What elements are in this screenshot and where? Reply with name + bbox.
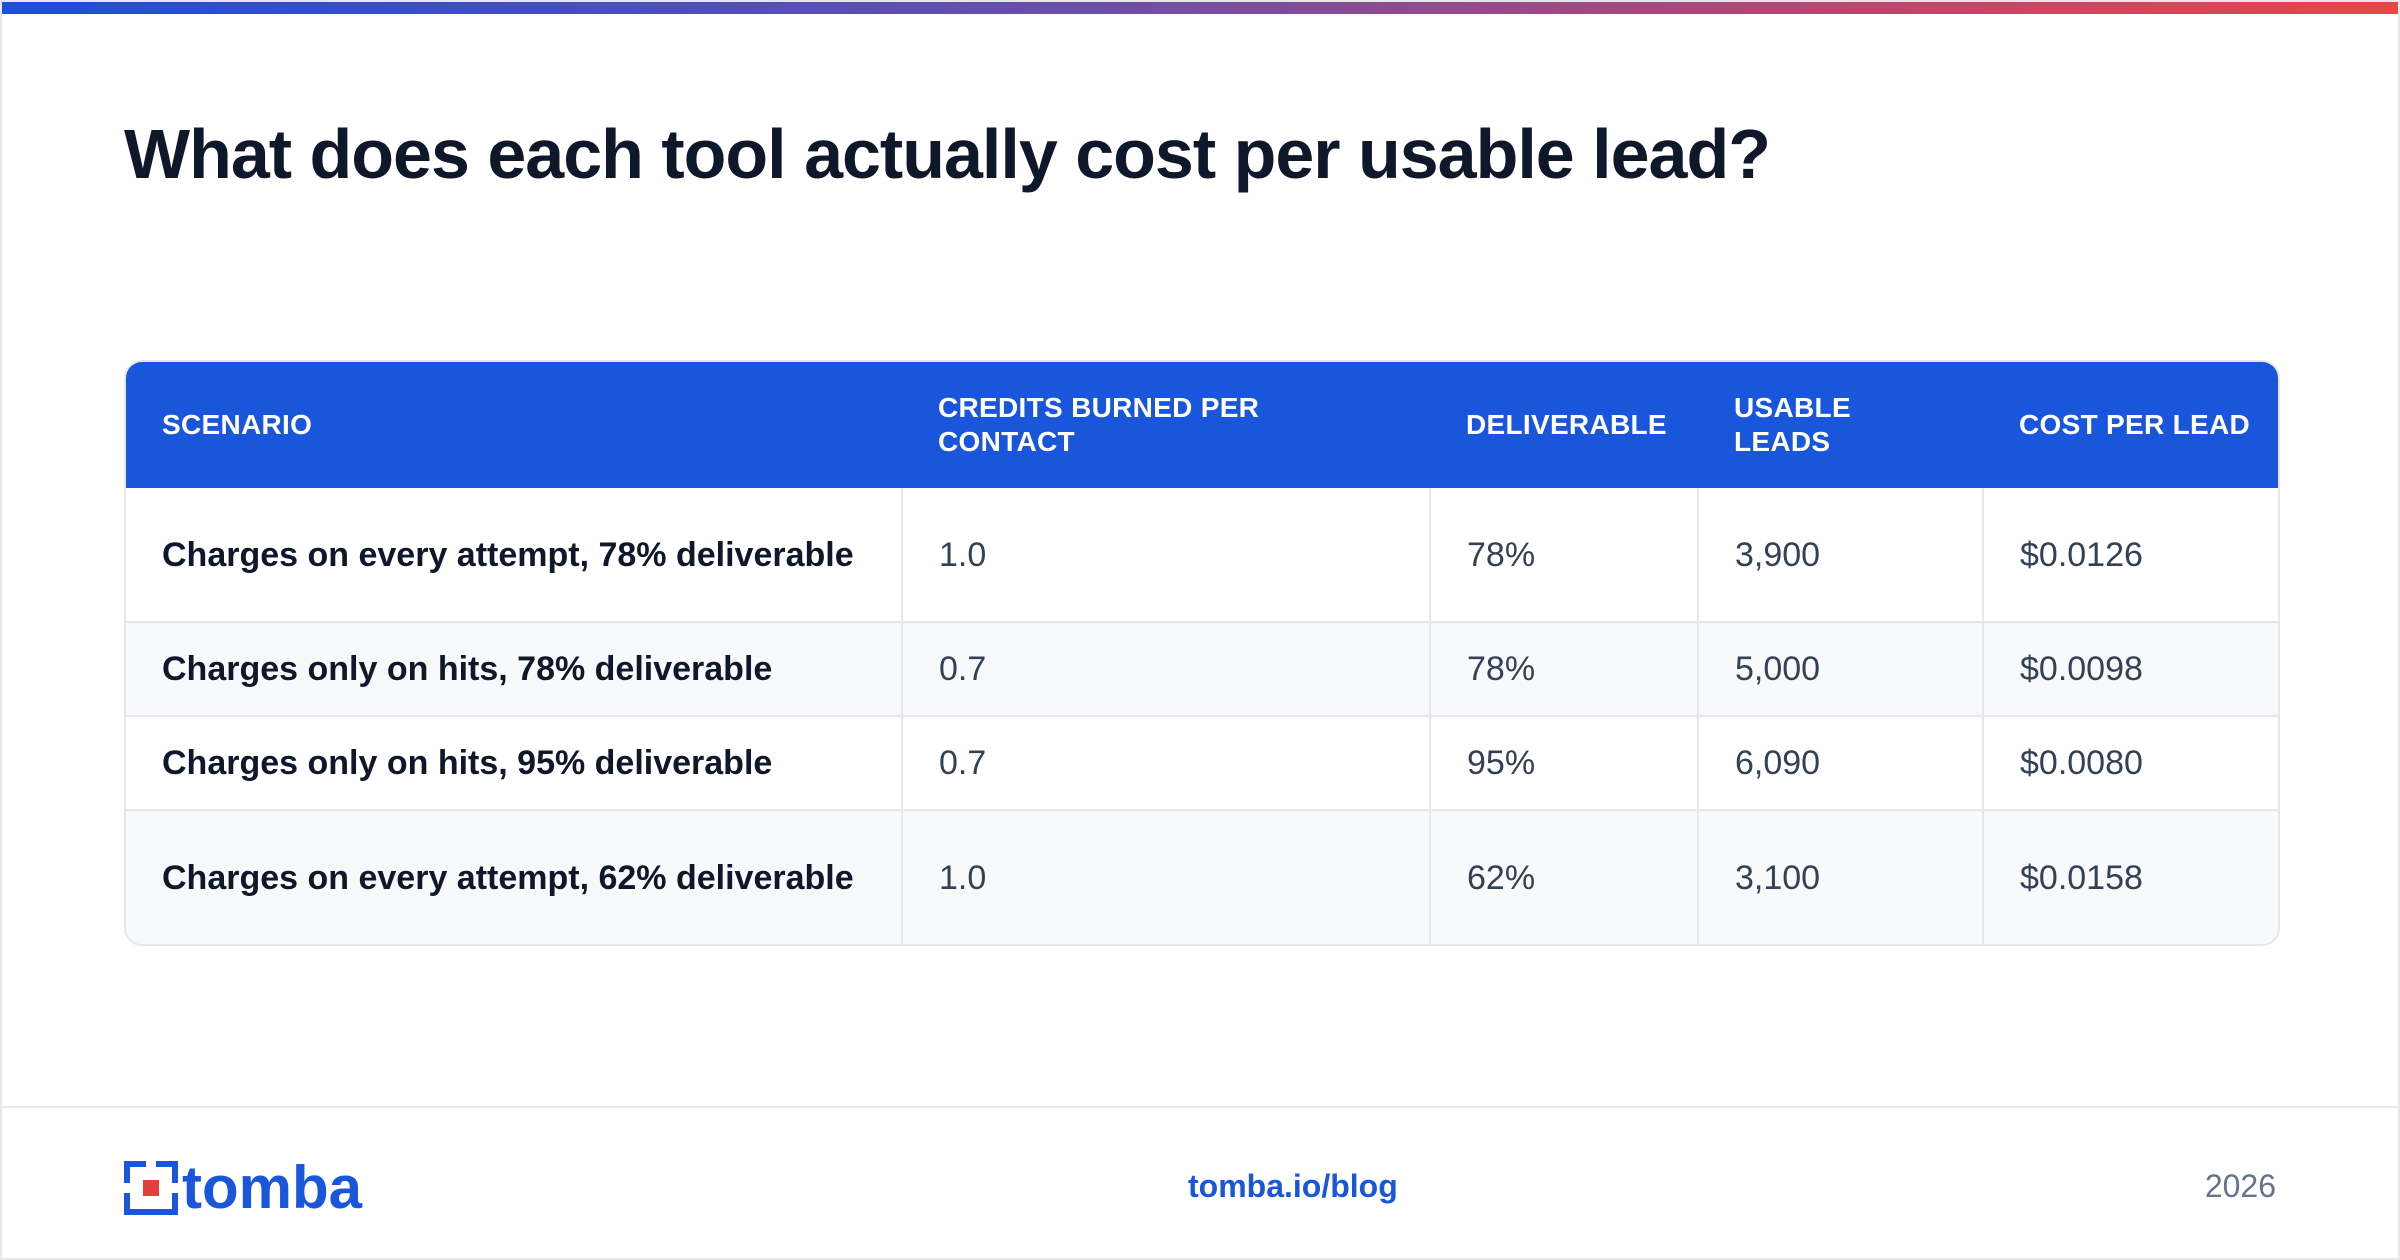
cell-usable-leads: 5,000: [1697, 622, 1983, 716]
cell-credits: 0.7: [901, 716, 1430, 810]
table-header-row: SCENARIO CREDITS BURNED PER CONTACT DELI…: [126, 362, 2278, 488]
cost-table: SCENARIO CREDITS BURNED PER CONTACT DELI…: [126, 362, 2278, 944]
cell-usable-leads: 3,100: [1697, 810, 1983, 944]
cell-usable-leads: 6,090: [1697, 716, 1983, 810]
cell-deliverable: 95%: [1429, 716, 1698, 810]
cell-usable-leads: 3,900: [1697, 488, 1983, 622]
cell-credits: 0.7: [901, 622, 1430, 716]
footer-year: 2026: [2204, 1168, 2276, 1204]
blog-link[interactable]: tomba.io/blog: [1188, 1168, 1398, 1204]
table-row: Charges only on hits, 78% deliverable 0.…: [126, 622, 2278, 716]
tomba-logo-icon: [124, 1161, 178, 1215]
logo-wordmark: tomba: [182, 1154, 362, 1221]
header-usable-leads: USABLE LEADS: [1734, 392, 1851, 457]
cell-deliverable: 78%: [1429, 622, 1698, 716]
cell-credits: 1.0: [901, 488, 1430, 622]
page-title: What does each tool actually cost per us…: [124, 115, 1771, 193]
table-row: Charges on every attempt, 78% deliverabl…: [126, 488, 2278, 622]
cost-table-card: SCENARIO CREDITS BURNED PER CONTACT DELI…: [124, 360, 2280, 946]
header-credits-burned: CREDITS BURNED PER CONTACT: [938, 392, 1260, 457]
cell-deliverable: 62%: [1429, 810, 1698, 944]
gradient-top-bar: [2, 2, 2398, 14]
cell-credits: 1.0: [901, 810, 1430, 944]
header-scenario: SCENARIO: [162, 409, 313, 440]
cell-scenario: Charges on every attempt, 78% deliverabl…: [162, 535, 854, 574]
cell-cost-per-lead: $0.0098: [1982, 622, 2278, 716]
cell-cost-per-lead: $0.0158: [1982, 810, 2278, 944]
tomba-logo[interactable]: tomba: [124, 1158, 362, 1218]
footer: tomba tomba.io/blog 2026: [2, 1106, 2398, 1260]
cell-cost-per-lead: $0.0126: [1982, 488, 2278, 622]
cell-cost-per-lead: $0.0080: [1982, 716, 2278, 810]
header-deliverable: DELIVERABLE: [1466, 409, 1667, 440]
cell-deliverable: 78%: [1429, 488, 1698, 622]
cell-scenario: Charges only on hits, 95% deliverable: [162, 744, 773, 782]
header-cost-per-lead: COST PER LEAD: [2019, 409, 2251, 440]
cell-scenario: Charges only on hits, 78% deliverable: [162, 650, 773, 688]
table-row: Charges only on hits, 95% deliverable 0.…: [126, 716, 2278, 810]
cell-scenario: Charges on every attempt, 62% deliverabl…: [162, 858, 854, 897]
table-row: Charges on every attempt, 62% deliverabl…: [126, 810, 2278, 944]
